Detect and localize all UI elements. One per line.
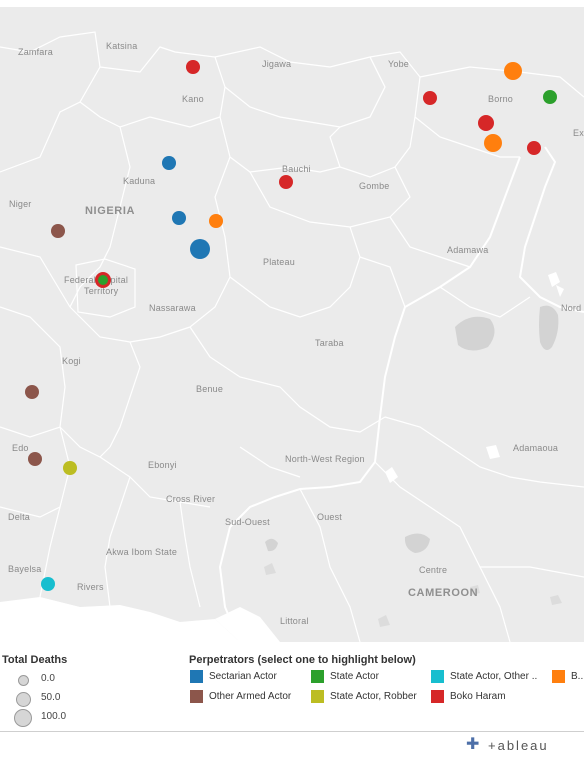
- label-nigeria: NIGERIA: [85, 205, 136, 217]
- label-ex: Ex: [573, 128, 584, 138]
- size-legend-circle: [17, 674, 29, 686]
- label-kano: Kano: [182, 94, 204, 104]
- lake-shape: [539, 305, 559, 351]
- incident-marker[interactable]: [186, 60, 200, 74]
- size-legend-circle: [14, 709, 32, 727]
- incident-marker[interactable]: [24, 384, 40, 400]
- label-nassarawa: Nassarawa: [149, 303, 196, 313]
- size-legend-label: 100.0: [41, 711, 67, 722]
- label-jigawa: Jigawa: [262, 59, 292, 69]
- label-niger: Niger: [9, 199, 32, 209]
- incident-marker[interactable]: [189, 238, 211, 260]
- incident-marker[interactable]: [422, 90, 438, 106]
- label-bayelsa: Bayelsa: [8, 564, 42, 574]
- label-akwa-ibom: Akwa Ibom State: [106, 547, 178, 557]
- incident-marker[interactable]: [27, 451, 43, 467]
- lake-shape: [265, 538, 278, 552]
- size-legend-label: 50.0: [41, 692, 61, 703]
- footer-divider: [0, 731, 584, 732]
- incident-marker[interactable]: [172, 211, 186, 225]
- label-adamawa: Adamawa: [447, 245, 489, 255]
- label-kaduna: Kaduna: [123, 176, 156, 186]
- legend-area: Total Deaths 0.0 50.0 100.0 Perpetrators (…: [0, 646, 584, 730]
- size-legend-circle: [15, 691, 31, 707]
- label-sud-ouest: Sud-Ouest: [225, 517, 270, 527]
- label-ebonyi: Ebonyi: [148, 460, 177, 470]
- incident-marker[interactable]: [95, 272, 111, 288]
- label-cross-river: Cross River: [166, 494, 216, 504]
- label-littoral: Littoral: [280, 616, 309, 626]
- size-legend-title: Total Deaths: [2, 654, 68, 666]
- label-kogi: Kogi: [62, 356, 81, 366]
- label-ouest: Ouest: [317, 512, 343, 522]
- incident-marker[interactable]: [278, 174, 294, 190]
- color-legend-label: State Actor: [330, 671, 379, 682]
- label-cameroon: CAMEROON: [408, 587, 479, 599]
- color-legend-label: Sectarian Actor: [209, 671, 277, 682]
- incident-marker[interactable]: [503, 61, 523, 81]
- label-yobe: Yobe: [388, 59, 409, 69]
- incident-marker[interactable]: [542, 89, 558, 105]
- label-gombe: Gombe: [359, 181, 390, 191]
- color-legend-label: State Actor, Robber: [330, 691, 417, 702]
- incident-marker[interactable]: [526, 140, 542, 156]
- color-legend-label: Other Armed Actor: [209, 691, 292, 702]
- label-rivers: Rivers: [77, 582, 104, 592]
- incident-marker[interactable]: [40, 576, 56, 592]
- color-legend-title: Perpetrators (select one to highlight be…: [189, 654, 416, 666]
- label-delta: Delta: [8, 512, 31, 522]
- incident-marker[interactable]: [51, 224, 65, 238]
- color-swatch: [552, 670, 565, 683]
- incident-marker[interactable]: [477, 114, 495, 132]
- color-swatch: [190, 670, 203, 683]
- incident-marker[interactable]: [162, 156, 176, 170]
- color-swatch: [311, 670, 324, 683]
- label-centre: Centre: [419, 565, 448, 575]
- lake-shape: [404, 533, 430, 553]
- size-legend-label: 0.0: [41, 673, 55, 684]
- color-legend-label: Boko Haram: [450, 691, 506, 702]
- label-benue: Benue: [196, 384, 224, 394]
- incident-marker[interactable]: [483, 133, 503, 153]
- incident-marker[interactable]: [209, 214, 223, 228]
- tableau-cross-icon: ✚: [466, 736, 480, 753]
- label-zamfara: Zamfara: [18, 47, 53, 57]
- color-swatch: [311, 690, 324, 703]
- color-legend-label: State Actor, Other ..: [450, 671, 538, 682]
- label-plateau: Plateau: [263, 257, 295, 267]
- label-territory: Territory: [84, 286, 119, 296]
- label-taraba: Taraba: [315, 338, 344, 348]
- tableau-logo[interactable]: ✚ +ableau: [466, 736, 578, 754]
- label-edo: Edo: [12, 443, 29, 453]
- label-katsina: Katsina: [106, 41, 138, 51]
- label-borno: Borno: [488, 94, 514, 104]
- label-north-west-region: North-West Region: [285, 454, 365, 464]
- tableau-wordmark: +ableau: [488, 738, 549, 753]
- map-boundaries: [0, 7, 584, 642]
- color-swatch: [431, 670, 444, 683]
- map-canvas[interactable]: Zamfara Katsina Jigawa Yobe Borno Kano E…: [0, 7, 584, 642]
- color-legend-label: B..: [571, 671, 584, 682]
- color-swatch: [431, 690, 444, 703]
- lake-shape: [455, 316, 495, 351]
- color-swatch: [190, 690, 203, 703]
- label-nord: Nord: [561, 303, 582, 313]
- incident-marker[interactable]: [63, 461, 77, 475]
- label-bauchi: Bauchi: [282, 164, 311, 174]
- label-adamaoua: Adamaoua: [513, 443, 559, 453]
